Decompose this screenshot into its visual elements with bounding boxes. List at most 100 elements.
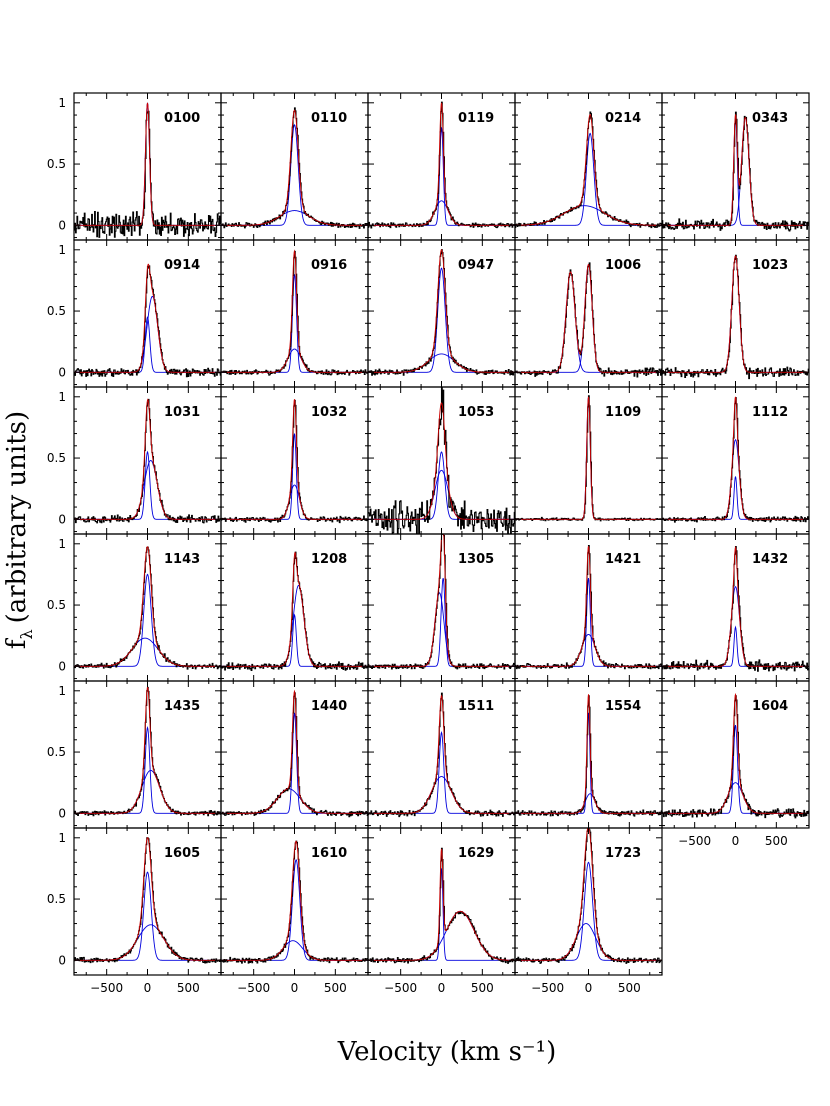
component-curve-2: [662, 116, 809, 226]
panel-label: 1604: [752, 699, 788, 714]
component-curve-1: [221, 859, 368, 961]
panel-ticks: [662, 534, 809, 681]
panel-1032: 1032: [220, 386, 369, 535]
x-tick-label: 500: [177, 981, 200, 995]
component-curve-2: [368, 776, 515, 814]
panel-ticks: [74, 240, 221, 387]
component-curve-1: [662, 255, 809, 373]
panel-curves: [368, 692, 515, 818]
total-fit-curve: [515, 546, 662, 667]
panel-1629: 1629 −500 0 500: [367, 827, 516, 995]
component-curve-2: [515, 633, 662, 667]
component-curve-1: [662, 117, 809, 226]
y-tick-label: 1: [58, 831, 66, 845]
y-tick-label: 1: [58, 537, 66, 551]
panel-curves: [221, 689, 368, 818]
panel-label: 1305: [458, 552, 494, 567]
panel-curves: [368, 249, 515, 376]
panel-label: 1554: [605, 699, 641, 714]
component-curve-2: [74, 769, 221, 814]
total-fit-curve: [74, 398, 221, 520]
component-curve-1: [74, 725, 221, 814]
y-tick-label: 0.5: [47, 304, 66, 318]
panel-curves: [662, 545, 809, 672]
component-curve-1: [368, 868, 515, 961]
total-fit-curve: [221, 249, 368, 373]
panel-curves: [515, 395, 662, 522]
panel-label: 1053: [458, 405, 494, 420]
panel-ticks: [515, 240, 662, 387]
y-tick-label: 1: [58, 243, 66, 257]
total-fit-curve: [515, 396, 662, 520]
observed-spectrum: [515, 111, 662, 229]
panel-label: 1109: [605, 405, 641, 420]
x-tick-label: −500: [678, 834, 711, 848]
component-curve-2: [368, 469, 515, 520]
component-curve-1: [368, 451, 515, 520]
component-curve-1: [515, 861, 662, 961]
x-tick-label: −500: [384, 981, 417, 995]
panel-1610: 1610 −500 0 500: [220, 827, 369, 995]
panel-label: 1032: [311, 405, 347, 420]
x-tick-label: −500: [90, 981, 123, 995]
component-curve-1: [515, 271, 662, 373]
panel-label: 1511: [458, 699, 494, 714]
observed-spectrum: [662, 111, 809, 232]
total-fit-curve: [368, 102, 515, 226]
panel-curves: [74, 398, 221, 524]
panel-curves: [221, 107, 368, 229]
panel-curves: [662, 396, 809, 523]
panel-label: 1031: [164, 405, 200, 420]
y-tick-label: 1: [58, 96, 66, 110]
panel-1006: 1006: [514, 239, 663, 388]
panel-curves: [74, 263, 221, 378]
panel-label: 1143: [164, 552, 200, 567]
total-fit-curve: [368, 848, 515, 961]
observed-spectrum: [662, 254, 809, 380]
panel-curves: [74, 546, 221, 670]
panel-ticks: [221, 681, 368, 828]
total-fit-curve: [221, 109, 368, 226]
component-curve-1: [221, 433, 368, 520]
y-tick-label: 0: [58, 218, 66, 232]
panel-ticks: [662, 681, 809, 828]
component-curve-1: [221, 613, 368, 667]
component-curve-1: [662, 724, 809, 814]
panel-curves: [368, 534, 515, 670]
panel-curves: [368, 847, 515, 964]
y-tick-label: 0.5: [47, 892, 66, 906]
y-axis-title: fλ (arbitrary units): [2, 411, 36, 649]
x-tick-label: −500: [531, 981, 564, 995]
panel-curves: [74, 837, 221, 964]
component-curve-2: [662, 782, 809, 814]
x-tick-label: 0: [291, 981, 299, 995]
panel-label: 1006: [605, 258, 641, 273]
panel-label: 1605: [164, 846, 200, 861]
panel-label: 0119: [458, 111, 494, 126]
panel-ticks: [515, 828, 662, 975]
panel-curves: [221, 840, 368, 964]
total-fit-curve: [515, 113, 662, 226]
component-curve-1: [368, 730, 515, 814]
total-fit-curve: [662, 396, 809, 520]
panel-0916: 0916: [220, 239, 369, 388]
panel-label: 1610: [311, 846, 347, 861]
component-curve-2: [515, 263, 662, 373]
component-curve-1: [368, 267, 515, 373]
panel-label: 1440: [311, 699, 347, 714]
panel-label: 1723: [605, 846, 641, 861]
panel-1421: 1421: [514, 533, 663, 682]
component-curve-1: [368, 127, 515, 226]
component-curve-2: [662, 438, 809, 520]
component-curve-2: [221, 788, 368, 814]
component-curve-2: [74, 460, 221, 520]
observed-spectrum: [221, 107, 368, 229]
y-axis-title-rest: (arbitrary units): [2, 411, 32, 624]
panel-curves: [515, 828, 662, 964]
panel-ticks: [662, 93, 809, 240]
observed-spectrum: [515, 395, 662, 522]
total-fit-curve: [74, 263, 221, 373]
observed-spectrum: [74, 110, 221, 238]
panel-ticks: [221, 534, 368, 681]
total-fit-curve: [74, 686, 221, 814]
